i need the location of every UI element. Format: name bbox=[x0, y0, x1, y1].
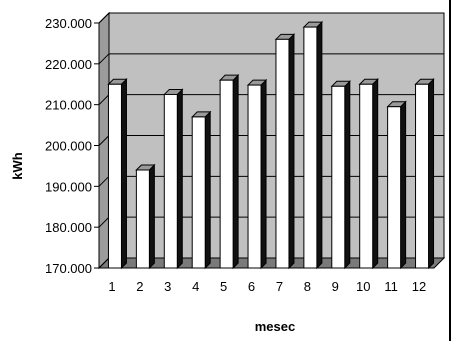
bar-side bbox=[232, 73, 239, 270]
x-tick-label: 1 bbox=[108, 279, 115, 294]
bar-front bbox=[135, 169, 150, 269]
bar-front bbox=[107, 83, 122, 269]
bar-side bbox=[176, 88, 183, 270]
x-tick-labels: 1 2 3 4 5 6 7 8 9 10 11 12 bbox=[108, 279, 426, 294]
bar bbox=[358, 78, 379, 270]
bar-front bbox=[219, 79, 234, 269]
bar-side bbox=[148, 163, 155, 270]
x-tick-label: 9 bbox=[332, 279, 339, 294]
bar bbox=[218, 73, 240, 270]
bar-side bbox=[428, 78, 435, 270]
bar bbox=[135, 163, 156, 270]
bar-front bbox=[191, 116, 206, 269]
x-tick-label: 7 bbox=[276, 279, 283, 294]
bar bbox=[386, 100, 407, 270]
bar-front bbox=[331, 85, 346, 269]
bar-side bbox=[372, 78, 379, 270]
bar-side bbox=[204, 110, 211, 270]
bar-side bbox=[288, 33, 295, 270]
bar-front bbox=[303, 26, 318, 269]
bar-side bbox=[260, 78, 267, 270]
y-tick-label: 210.000 bbox=[45, 98, 92, 113]
x-tick-label: 5 bbox=[220, 279, 227, 294]
gridline bbox=[98, 12, 444, 24]
x-tick-label: 12 bbox=[412, 279, 426, 294]
y-tick-label: 200.000 bbox=[45, 139, 92, 154]
x-tick-label: 8 bbox=[304, 279, 311, 294]
y-tick-label: 180.000 bbox=[45, 220, 92, 235]
bar-side bbox=[120, 78, 127, 270]
x-axis-title: mesec bbox=[255, 319, 295, 334]
x-tick-label: 4 bbox=[192, 279, 199, 294]
y-tick-labels: 170.000 180.000 190.000 200.000 210.000 220.0… bbox=[45, 16, 92, 276]
bar-side bbox=[316, 20, 323, 270]
y-axis-title: kWh bbox=[10, 152, 25, 180]
bar bbox=[191, 110, 212, 270]
x-tick-label: 2 bbox=[136, 279, 143, 294]
y-tick-label: 220.000 bbox=[45, 57, 92, 72]
bar-side bbox=[400, 100, 407, 270]
bar-front bbox=[387, 106, 402, 269]
bar bbox=[274, 33, 296, 270]
bar bbox=[414, 78, 435, 270]
bar bbox=[330, 80, 351, 270]
bar-front bbox=[247, 84, 262, 269]
y-tick-label: 170.000 bbox=[45, 261, 92, 276]
x-tick-label: 6 bbox=[248, 279, 255, 294]
y-tick-label: 190.000 bbox=[45, 179, 92, 194]
x-tick-label: 11 bbox=[384, 279, 398, 294]
chart-right-border bbox=[449, 0, 451, 341]
gridline bbox=[98, 53, 444, 65]
bar bbox=[107, 78, 128, 270]
bar-front bbox=[415, 83, 430, 269]
bars bbox=[107, 20, 435, 270]
bar bbox=[163, 88, 184, 270]
bar bbox=[246, 78, 268, 270]
x-tick-label: 10 bbox=[356, 279, 370, 294]
y-tick-label: 230.000 bbox=[45, 16, 92, 31]
bar-front bbox=[359, 83, 374, 269]
bar-front bbox=[163, 93, 178, 269]
bar bbox=[302, 20, 324, 270]
bar-side bbox=[344, 80, 351, 270]
x-tick-label: 3 bbox=[164, 279, 171, 294]
bar-front bbox=[275, 38, 290, 269]
